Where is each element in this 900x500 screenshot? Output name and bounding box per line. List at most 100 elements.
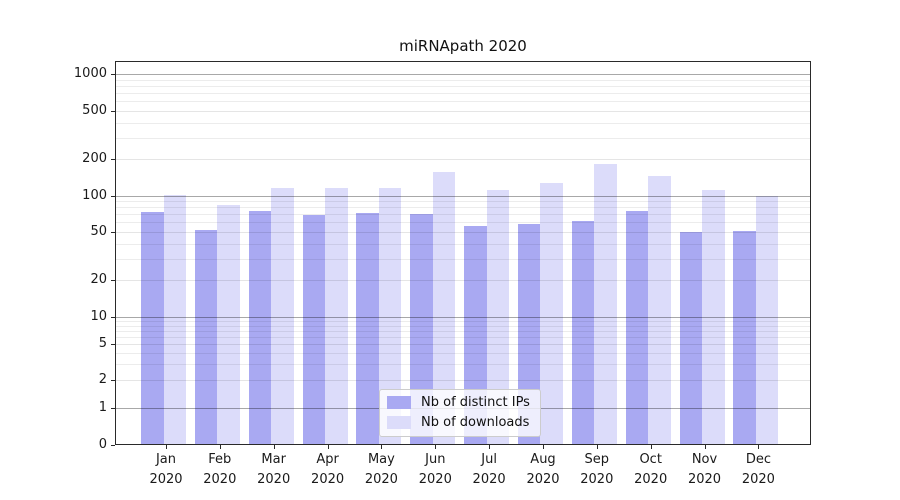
bar-downloads-jun bbox=[432, 171, 456, 445]
x-tick-mark bbox=[166, 445, 167, 449]
gridline-90 bbox=[115, 201, 811, 203]
legend-label-downloads: Nb of downloads bbox=[421, 415, 530, 430]
bar-downloads-sep bbox=[594, 163, 617, 445]
y-tick-label-5: 5 bbox=[98, 336, 107, 352]
bar-downloads-dec bbox=[755, 195, 779, 445]
legend-swatch-distinct-ips bbox=[387, 396, 411, 409]
bar-downloads-mar bbox=[271, 187, 294, 445]
gridline-9 bbox=[115, 321, 811, 322]
bar-distinct-ips-nov bbox=[679, 232, 702, 445]
x-tick-label-sep: Sep 2020 bbox=[580, 452, 614, 487]
y-tick-label-2: 2 bbox=[98, 372, 107, 388]
y-tick-label-50: 50 bbox=[90, 224, 107, 239]
bar-distinct-ips-jan bbox=[141, 212, 164, 445]
legend-item-downloads: Nb of downloads bbox=[387, 415, 530, 430]
x-tick-label-oct: Oct 2020 bbox=[634, 452, 668, 487]
gridline-6 bbox=[115, 337, 811, 338]
y-tick-mark bbox=[111, 280, 115, 282]
gridline-10 bbox=[115, 316, 811, 318]
gridline-2 bbox=[115, 380, 811, 382]
plot-area bbox=[115, 61, 811, 445]
bar-distinct-ips-jun bbox=[410, 213, 433, 445]
x-tick-mark bbox=[489, 445, 491, 449]
y-tick-mark bbox=[111, 407, 115, 409]
gridline-500 bbox=[115, 110, 811, 112]
bar-distinct-ips-feb bbox=[194, 229, 218, 445]
bar-downloads-feb bbox=[217, 204, 240, 445]
x-tick-label-feb: Feb 2020 bbox=[203, 452, 237, 487]
y-tick-mark bbox=[111, 110, 115, 112]
gridline-5 bbox=[115, 344, 811, 346]
x-tick-mark bbox=[543, 445, 544, 449]
gridline-70 bbox=[115, 214, 811, 216]
x-tick-mark bbox=[273, 445, 275, 449]
y-tick-label-0: 0 bbox=[98, 437, 107, 452]
bar-distinct-ips-may bbox=[356, 212, 379, 445]
gridline-20 bbox=[115, 280, 811, 282]
y-tick-label-1000: 1000 bbox=[73, 66, 107, 82]
bar-distinct-ips-sep bbox=[571, 220, 595, 445]
y-tick-label-1: 1 bbox=[98, 399, 107, 415]
gridline-50 bbox=[115, 232, 811, 233]
x-tick-mark bbox=[704, 445, 706, 449]
bar-distinct-ips-oct bbox=[625, 211, 649, 445]
y-tick-label-100: 100 bbox=[82, 187, 107, 203]
gridline-400 bbox=[115, 122, 811, 124]
x-tick-mark bbox=[435, 445, 437, 449]
bar-distinct-ips-mar bbox=[248, 211, 272, 445]
y-tick-mark bbox=[111, 344, 115, 346]
bar-downloads-apr bbox=[325, 187, 348, 445]
gridline-100 bbox=[115, 195, 811, 197]
gridline-8 bbox=[115, 325, 811, 327]
y-tick-mark bbox=[111, 445, 115, 446]
x-tick-mark bbox=[596, 445, 598, 449]
legend-label-distinct-ips: Nb of distinct IPs bbox=[421, 395, 530, 410]
x-tick-label-jan: Jan 2020 bbox=[149, 452, 183, 487]
gridline-800 bbox=[115, 86, 811, 87]
x-tick-label-may: May 2020 bbox=[364, 452, 398, 487]
y-tick-label-500: 500 bbox=[82, 102, 107, 118]
bar-downloads-oct bbox=[648, 175, 671, 445]
x-tick-label-apr: Apr 2020 bbox=[311, 452, 345, 487]
x-tick-mark bbox=[758, 445, 760, 449]
y-tick-label-200: 200 bbox=[82, 151, 107, 166]
y-tick-mark bbox=[111, 74, 115, 76]
legend-swatch-downloads bbox=[387, 416, 411, 429]
gridline-80 bbox=[115, 207, 811, 209]
gridline-30 bbox=[115, 258, 811, 260]
bar-downloads-aug bbox=[540, 182, 563, 445]
x-tick-label-jun: Jun 2020 bbox=[418, 452, 452, 487]
bar-distinct-ips-apr bbox=[302, 215, 326, 445]
x-tick-label-aug: Aug 2020 bbox=[526, 452, 560, 487]
x-tick-mark bbox=[650, 445, 652, 449]
gridline-4 bbox=[115, 353, 811, 354]
x-tick-label-nov: Nov 2020 bbox=[687, 452, 722, 487]
legend-item-distinct-ips: Nb of distinct IPs bbox=[387, 395, 530, 410]
x-tick-mark bbox=[327, 445, 329, 449]
bar-downloads-nov bbox=[702, 189, 725, 445]
y-tick-label-20: 20 bbox=[90, 272, 107, 288]
y-tick-mark bbox=[111, 195, 115, 197]
gridline-60 bbox=[115, 222, 811, 224]
x-tick-mark bbox=[381, 445, 383, 449]
gridline-300 bbox=[115, 137, 811, 139]
bar-downloads-jul bbox=[486, 189, 510, 445]
y-tick-mark bbox=[111, 232, 115, 233]
x-tick-label-jul: Jul 2020 bbox=[472, 452, 506, 487]
y-tick-mark bbox=[111, 159, 115, 160]
y-tick-mark bbox=[111, 380, 115, 382]
bar-distinct-ips-dec bbox=[733, 231, 756, 445]
bar-downloads-may bbox=[378, 187, 402, 445]
chart-title: miRNApath 2020 bbox=[399, 37, 527, 55]
gridline-7 bbox=[115, 330, 811, 332]
y-tick-mark bbox=[111, 316, 115, 318]
gridline-1000 bbox=[115, 74, 811, 76]
x-tick-label-mar: Mar 2020 bbox=[257, 452, 291, 487]
y-tick-label-10: 10 bbox=[90, 308, 107, 324]
gridline-600 bbox=[115, 101, 811, 103]
gridline-40 bbox=[115, 243, 811, 245]
gridline-3 bbox=[115, 364, 811, 366]
gridline-900 bbox=[115, 79, 811, 81]
x-tick-label-dec: Dec 2020 bbox=[741, 452, 775, 487]
